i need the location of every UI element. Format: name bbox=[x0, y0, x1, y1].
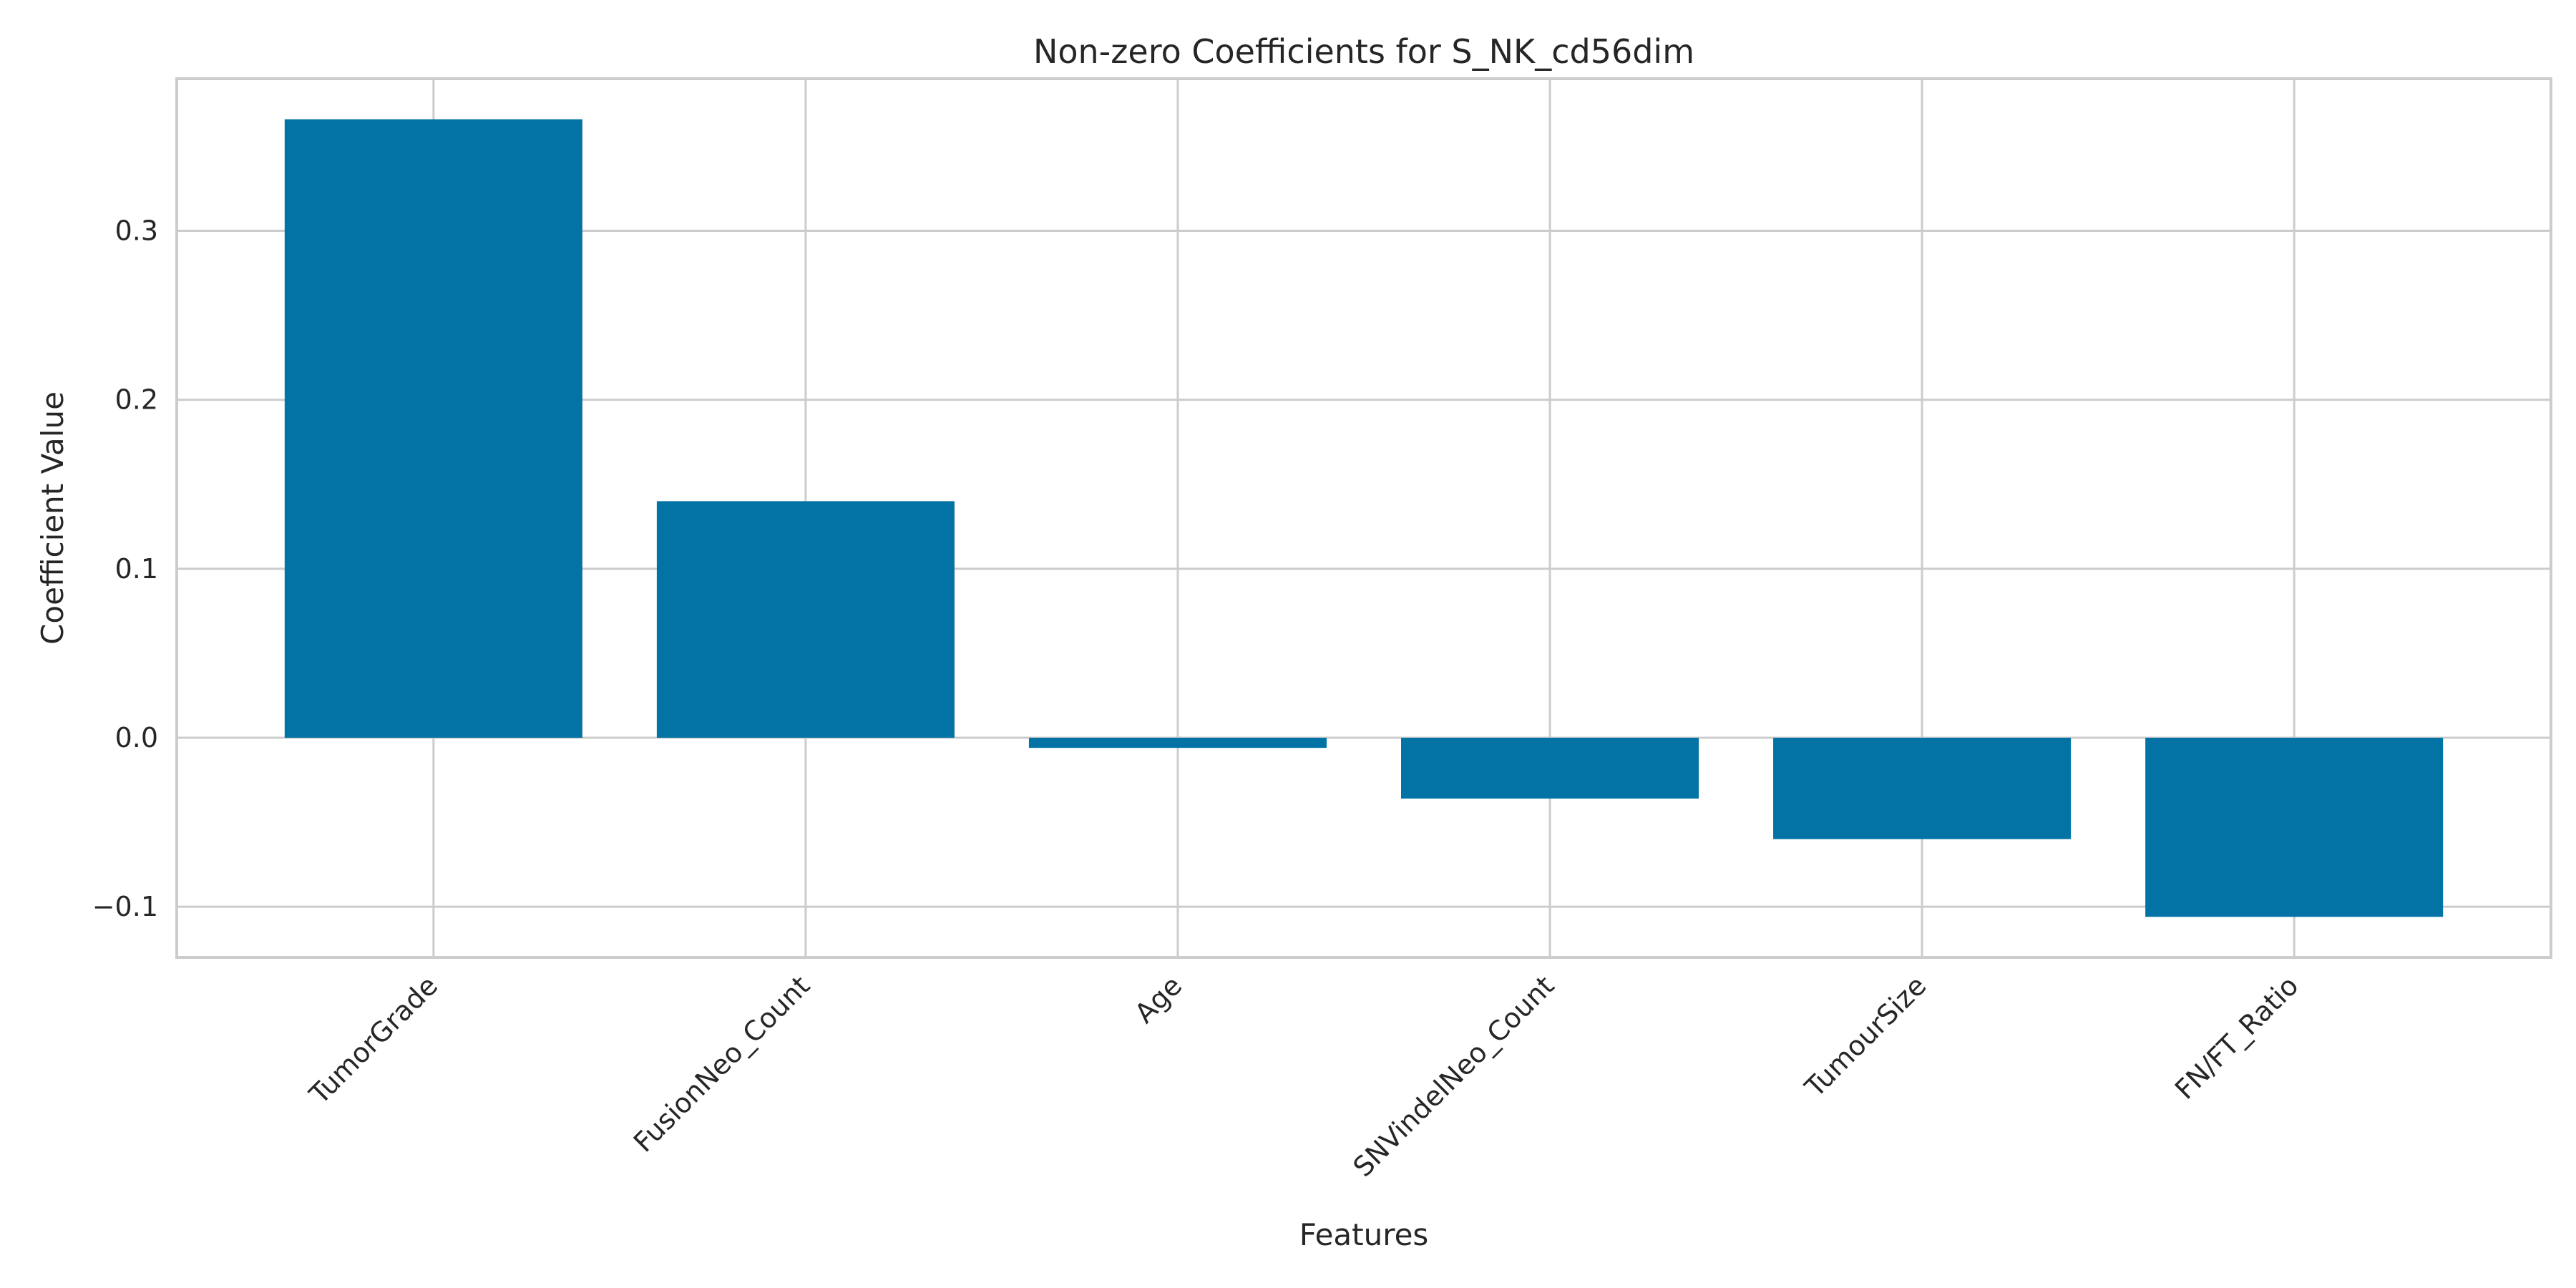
chart-title: Non-zero Coefficients for S_NK_cd56dim bbox=[1033, 32, 1694, 71]
x-tick-label: SNVindelNeo_Count bbox=[1347, 970, 1560, 1183]
x-axis-label: Features bbox=[1299, 1217, 1429, 1252]
y-tick-label: 0.1 bbox=[115, 553, 158, 585]
bar-layer bbox=[284, 119, 2444, 917]
y-tick-label: 0.3 bbox=[115, 215, 158, 247]
x-tick-label: FN/FT_Ratio bbox=[2169, 970, 2305, 1106]
x-tick-label: FusionNeo_Count bbox=[628, 970, 816, 1158]
y-tick-label: 0.2 bbox=[115, 384, 158, 416]
y-tick-label: 0.0 bbox=[115, 722, 158, 753]
bar-tumorgrade bbox=[284, 119, 582, 738]
bar-fn-ft-ratio bbox=[2145, 738, 2444, 917]
bar-age bbox=[1028, 738, 1327, 748]
bar-tumoursize bbox=[1773, 738, 2072, 839]
plot-frame bbox=[175, 77, 2552, 959]
x-tick-label: Age bbox=[1128, 970, 1188, 1029]
y-tick-labels: −0.1 0.0 0.1 0.2 0.3 bbox=[92, 215, 158, 923]
x-tick-label: TumorGrade bbox=[303, 970, 444, 1111]
x-tick-label: TumourSize bbox=[1798, 970, 1932, 1103]
bar-fusionneo-count bbox=[656, 501, 955, 738]
x-tick-labels: TumorGrade FusionNeo_Count Age SNVindelNeo_… bbox=[303, 970, 2304, 1183]
y-axis-label: Coefficient Value bbox=[35, 391, 70, 645]
bar-snvindelneo-count bbox=[1401, 738, 1699, 799]
y-tick-label: −0.1 bbox=[92, 891, 158, 922]
